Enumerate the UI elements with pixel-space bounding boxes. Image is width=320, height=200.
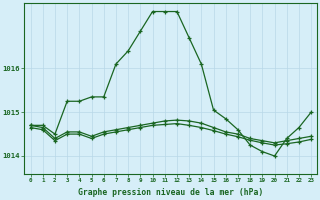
X-axis label: Graphe pression niveau de la mer (hPa): Graphe pression niveau de la mer (hPa) — [78, 188, 263, 197]
